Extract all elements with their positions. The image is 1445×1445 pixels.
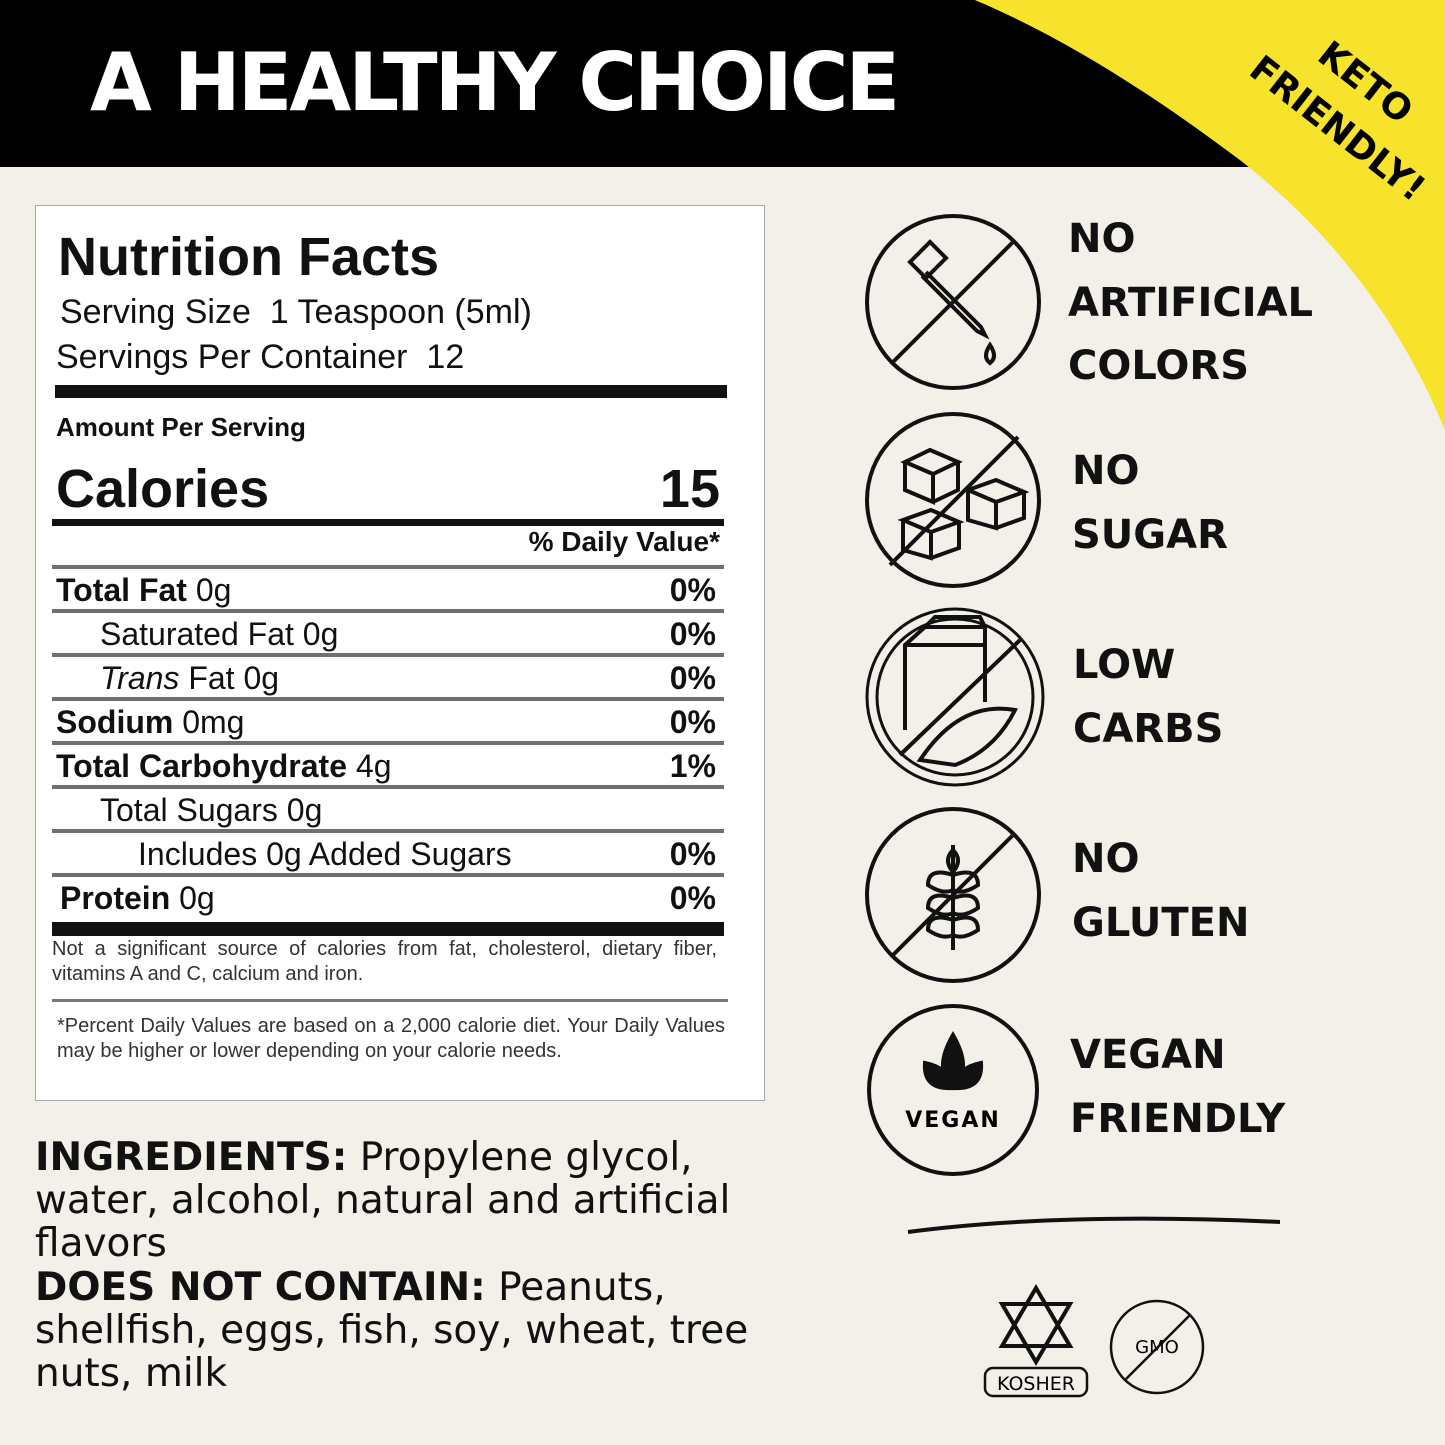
value: 12: [426, 338, 465, 376]
claim-line: GLUTEN: [1072, 899, 1250, 946]
row-amount: 4g: [355, 748, 392, 784]
footnote: *Percent Daily Values are based on a 2,0…: [57, 1015, 725, 1062]
claim-line: SUGAR: [1072, 511, 1228, 558]
rule: [52, 519, 724, 526]
claim-line: ARTIFICIAL: [1068, 279, 1314, 326]
row-name: Total Fat 0g: [56, 572, 231, 608]
calories-label: Calories: [56, 459, 270, 519]
gmo-label: GMO: [1135, 1337, 1179, 1358]
ingredients-label: INGREDIENTS:: [35, 1135, 348, 1180]
row-name-text: Sodium: [56, 704, 174, 740]
row-name-text: Fat: [188, 660, 235, 696]
claim-line: VEGAN: [1070, 1032, 1226, 1078]
row-dv: 1%: [669, 748, 716, 784]
claim: NO ARTIFICIAL COLORS: [1068, 208, 1313, 399]
vegan-icon-text: VEGAN: [905, 1108, 1001, 1133]
row-dv: 0%: [669, 616, 716, 652]
claim-line: LOW: [1073, 642, 1176, 688]
row-amount: 0g: [179, 880, 215, 916]
nutrition-row: Trans Fat 0g 0%: [52, 657, 724, 701]
label: Servings Per Container: [56, 338, 408, 376]
nutrition-row: Sodium 0mg 0%: [52, 701, 724, 745]
row-name: Sodium 0mg: [56, 704, 244, 740]
nf-title: Nutrition Facts: [58, 227, 440, 287]
claim: NO SUGAR: [1072, 440, 1228, 567]
row-name-text: Includes 0g Added Sugars: [138, 836, 512, 872]
nutrition-row: Total Sugars 0g: [52, 789, 724, 833]
dv-header: % Daily Value*: [528, 526, 720, 557]
row-name-text: Total Fat: [56, 572, 187, 608]
row-amount: 0g: [302, 616, 339, 652]
row-name-text: Protein: [60, 880, 171, 916]
nutrition-row: Includes 0g Added Sugars 0%: [52, 833, 724, 877]
row-name-italic: Trans: [100, 660, 180, 696]
row-dv: 0%: [669, 660, 716, 696]
claim: LOW CARBS: [1073, 634, 1223, 761]
row-dv: 0%: [669, 836, 716, 872]
claim-line: CARBS: [1073, 705, 1224, 752]
row-dv: 0%: [669, 572, 716, 608]
row-name: Saturated Fat 0g: [100, 616, 338, 652]
nutrition-row: Protein 0g 0%: [52, 877, 724, 917]
row-name: Protein 0g: [60, 880, 215, 916]
row-amount: 0g: [195, 572, 232, 608]
claim: VEGAN FRIENDLY: [1070, 1024, 1285, 1151]
ingredients-text: Propylene glycol, water, alcohol, natura…: [35, 1135, 731, 1266]
label: Serving Size: [60, 293, 251, 331]
claim: NO GLUTEN: [1072, 828, 1249, 955]
row-name-text: Saturated Fat: [100, 616, 294, 652]
kosher-label: KOSHER: [997, 1373, 1075, 1395]
nutrition-row: Total Fat 0g 0%: [52, 569, 724, 613]
allergens-label: DOES NOT CONTAIN:: [35, 1265, 486, 1310]
claim-line: FRIENDLY: [1070, 1095, 1286, 1142]
row-name-text: Total Carbohydrate: [56, 748, 347, 784]
value: 1 Teaspoon (5ml): [269, 293, 532, 331]
row-name: Trans Fat 0g: [100, 660, 279, 696]
row-name: Total Sugars 0g: [100, 792, 322, 828]
nutrition-row: Saturated Fat 0g 0%: [52, 613, 724, 657]
row-amount: 0g: [286, 792, 323, 828]
page-title: A HEALTHY CHOICE: [90, 36, 900, 129]
calories-value: 15: [659, 459, 720, 519]
allergens-text: Peanuts, shellfish, eggs, fish, soy, whe…: [35, 1265, 749, 1396]
claim-line: NO: [1068, 216, 1136, 262]
amount-label: Amount Per Serving: [56, 412, 306, 442]
nutrition-row: Total Carbohydrate 4g 1%: [52, 745, 724, 789]
rule: [55, 385, 727, 398]
rule: [52, 565, 724, 569]
footnote: Not a significant source of calories fro…: [52, 938, 717, 985]
row-dv: 0%: [669, 880, 716, 916]
rule: [52, 922, 724, 936]
claim-line: COLORS: [1068, 343, 1250, 389]
row-name: Includes 0g Added Sugars: [138, 836, 512, 872]
row-amount: 0mg: [182, 704, 245, 740]
row-amount: 0g: [243, 660, 280, 696]
row-dv: 0%: [669, 704, 716, 740]
row-name-text: Total Sugars: [100, 792, 278, 828]
icons: [865, 214, 1281, 1398]
row-name: Total Carbohydrate 4g: [56, 748, 391, 784]
claim-line: NO: [1072, 836, 1140, 882]
claim-line: NO: [1072, 448, 1140, 494]
rule: [52, 999, 728, 1002]
